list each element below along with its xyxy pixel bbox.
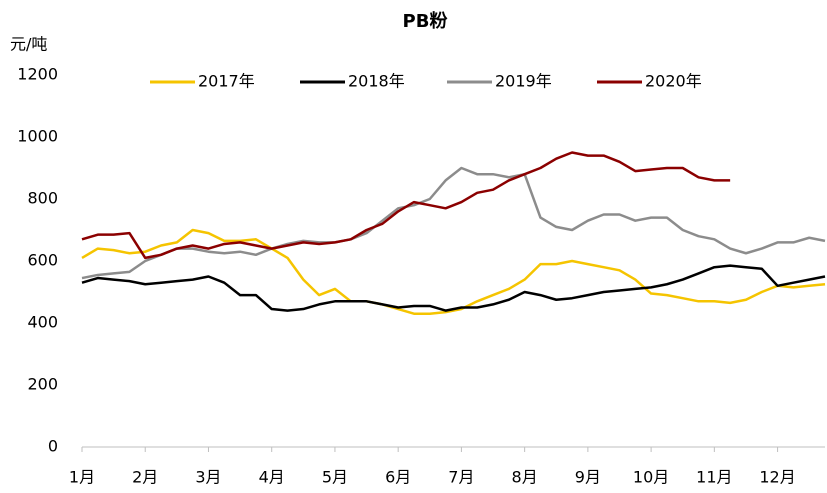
y-axis-label: 元/吨 [10,35,47,54]
legend-label: 2018年 [348,72,405,91]
series-line [81,166,826,280]
y-tick-label: 400 [27,313,58,332]
x-tick-label: 8月 [512,468,538,487]
x-tick-label: 10月 [633,468,669,487]
x-tick-label: 3月 [195,468,221,487]
chart-title: PB粉 [403,10,448,32]
series-line [81,151,731,260]
y-tick-label: 1000 [17,127,58,146]
x-tick-label: 11月 [696,468,732,487]
y-tick-label: 1200 [17,65,58,84]
y-tick-label: 600 [27,251,58,270]
legend-label: 2017年 [198,72,255,91]
x-tick-label: 4月 [259,468,285,487]
y-tick-label: 200 [27,375,58,394]
y-tick-label: 800 [27,189,58,208]
x-tick-label: 1月 [69,468,95,487]
x-tick-label: 9月 [575,468,601,487]
x-tick-label: 7月 [448,468,474,487]
x-tick-label: 6月 [385,468,411,487]
series-line [81,228,826,315]
legend-label: 2019年 [495,72,552,91]
y-tick-label: 0 [48,437,58,456]
series-line [81,264,826,312]
x-tick-label: 5月 [322,468,348,487]
x-tick-label: 2月 [132,468,158,487]
x-tick-label: 12月 [759,468,795,487]
legend-label: 2020年 [645,72,702,91]
